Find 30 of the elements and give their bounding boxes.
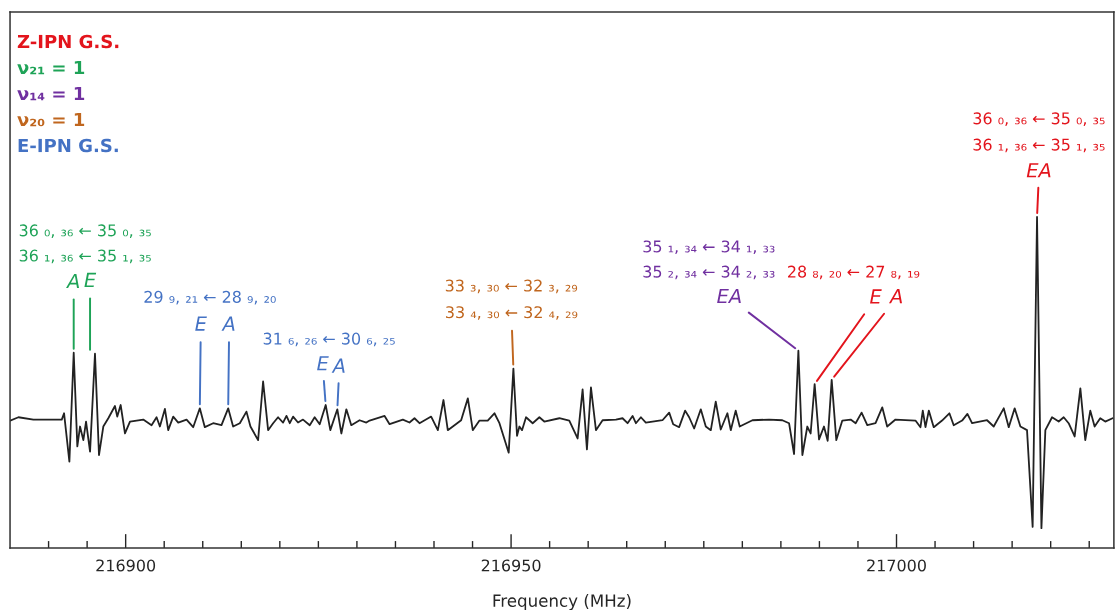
annotation: 36 ₀, ₃₆ ← 35 ₀, ₃₅ xyxy=(19,224,151,239)
annotation: A xyxy=(331,358,345,373)
annotation: E xyxy=(84,272,97,288)
annotation: A xyxy=(221,316,235,331)
annotation: 31 ₆, ₂₆ ← 30 ₆, ₂₅ xyxy=(263,332,395,347)
text: E-IPN G.S. xyxy=(18,138,118,153)
annotation: 28 ₈, ₂₀ ← 27 ₈, ₁₉ xyxy=(788,265,920,280)
annotation: 33 ₄, ₃₀ ← 32 ₄, ₂₉ xyxy=(446,306,578,320)
text: ν₁₄ = 1 xyxy=(17,86,85,101)
annotation: A xyxy=(888,289,902,304)
annotation: E xyxy=(870,289,882,304)
annotation: E xyxy=(317,356,329,371)
x-tick-label: 216950 xyxy=(481,559,541,572)
annotation: 36 ₁, ₃₆ ← 35 ₁, ₃₅ xyxy=(19,249,151,264)
annotation: E xyxy=(195,316,207,331)
annotation: 29 ₉, ₂₁ ← 28 ₉, ₂₀ xyxy=(144,290,276,305)
text: Z-IPN G.S. xyxy=(17,34,119,49)
text: ν₂₀ = 1 xyxy=(17,112,85,127)
text: 36 ₁, ₃₆ ← 35 ₁, ₃₅ xyxy=(973,138,1105,153)
annotation: 35 ₂, ₃₄ ← 34 ₂, ₃₃ xyxy=(643,265,775,280)
annotation: EA xyxy=(1026,163,1051,178)
annotation: A xyxy=(66,273,80,289)
x-tick-label: 217000 xyxy=(867,559,926,572)
text: ν₂₁ = 1 xyxy=(17,60,85,75)
annotation: 35 ₁, ₃₄ ← 34 ₁, ₃₃ xyxy=(643,240,775,255)
text: 36 ₀, ₃₆ ← 35 ₀, ₃₅ xyxy=(973,112,1105,127)
annotation: 33 ₃, ₃₀ ← 32 ₃, ₂₉ xyxy=(445,279,578,294)
x-tick-label: 216900 xyxy=(96,559,156,572)
x-axis-title: Frequency (MHz) xyxy=(493,594,631,610)
annotation: EA xyxy=(717,288,741,304)
